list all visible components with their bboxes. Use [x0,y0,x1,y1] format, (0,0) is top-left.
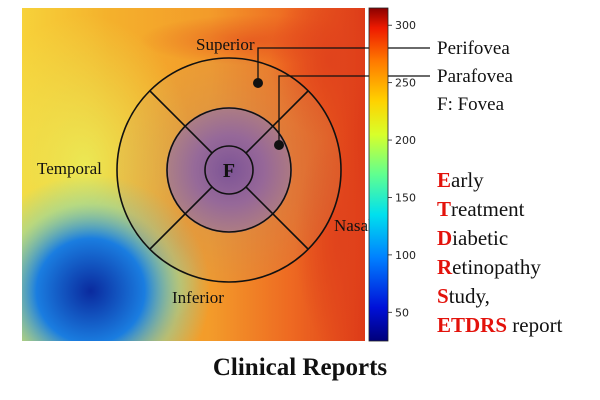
fovea-ring [204,145,254,195]
etdrs-word-rest: reatment [451,197,525,221]
colorbar: 300 250 200 150 100 50 [368,7,416,342]
legend-parafovea: Parafovea [437,66,513,87]
colorbar-gradient [368,7,389,342]
label-temporal: Temporal [37,159,102,178]
colorbar-tick-label: 300 [395,19,416,32]
sector-divider [149,90,213,154]
legend-perifovea: Perifovea [437,38,510,59]
colorbar-tick-label: 150 [395,191,416,204]
label-superior: Superior [196,35,255,54]
etdrs-word-rest: report [507,313,563,337]
colorbar-tick-label: 250 [395,77,416,90]
sector-divider [149,186,213,250]
label-fovea-center: F [223,160,235,182]
etdrs-initial: S [437,284,449,308]
etdrs-initial: ETDRS [437,313,508,337]
etdrs-initial: D [437,226,453,250]
etdrs-line: ETDRS report [437,313,562,338]
colorbar-tick-label: 200 [395,134,416,147]
etdrs-line: Early [437,168,484,193]
etdrs-line: Study, [437,284,490,309]
etdrs-word-rest: iabetic [452,226,509,250]
perifovea-marker [253,78,263,88]
etdrs-initial: R [437,255,453,279]
colorbar-tick-label: 50 [395,306,409,319]
etdrs-line: Retinopathy [437,255,541,280]
etdrs-line: Diabetic [437,226,508,251]
label-nasal: Nasal [334,216,373,235]
etdrs-word-rest: etinopathy [452,255,541,279]
parafovea-marker [274,140,284,150]
sector-divider [245,186,309,250]
etdrs-line: Treatment [437,197,524,222]
perifovea-ring [116,57,342,283]
sector-divider [245,90,309,154]
colorbar-ticks: 300 250 200 150 100 50 [388,19,416,319]
etdrs-initial: E [437,168,452,192]
parafovea-ring [166,107,292,233]
label-inferior: Inferior [172,288,224,307]
etdrs-word-rest: arly [451,168,484,192]
figure-title: Clinical Reports [212,354,388,381]
etdrs-initial: T [437,197,452,221]
etdrs-word-rest: tudy, [448,284,490,308]
colorbar-tick-label: 100 [395,249,416,262]
legend-fovea: F: Fovea [437,94,505,115]
etdrs-grid [116,57,342,283]
